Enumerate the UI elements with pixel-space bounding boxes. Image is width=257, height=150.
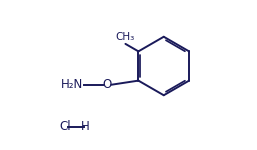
Text: Cl: Cl <box>59 120 71 133</box>
Text: O: O <box>102 78 111 91</box>
Text: CH₃: CH₃ <box>115 32 134 42</box>
Text: H₂N: H₂N <box>61 78 84 91</box>
Text: H: H <box>81 120 90 133</box>
